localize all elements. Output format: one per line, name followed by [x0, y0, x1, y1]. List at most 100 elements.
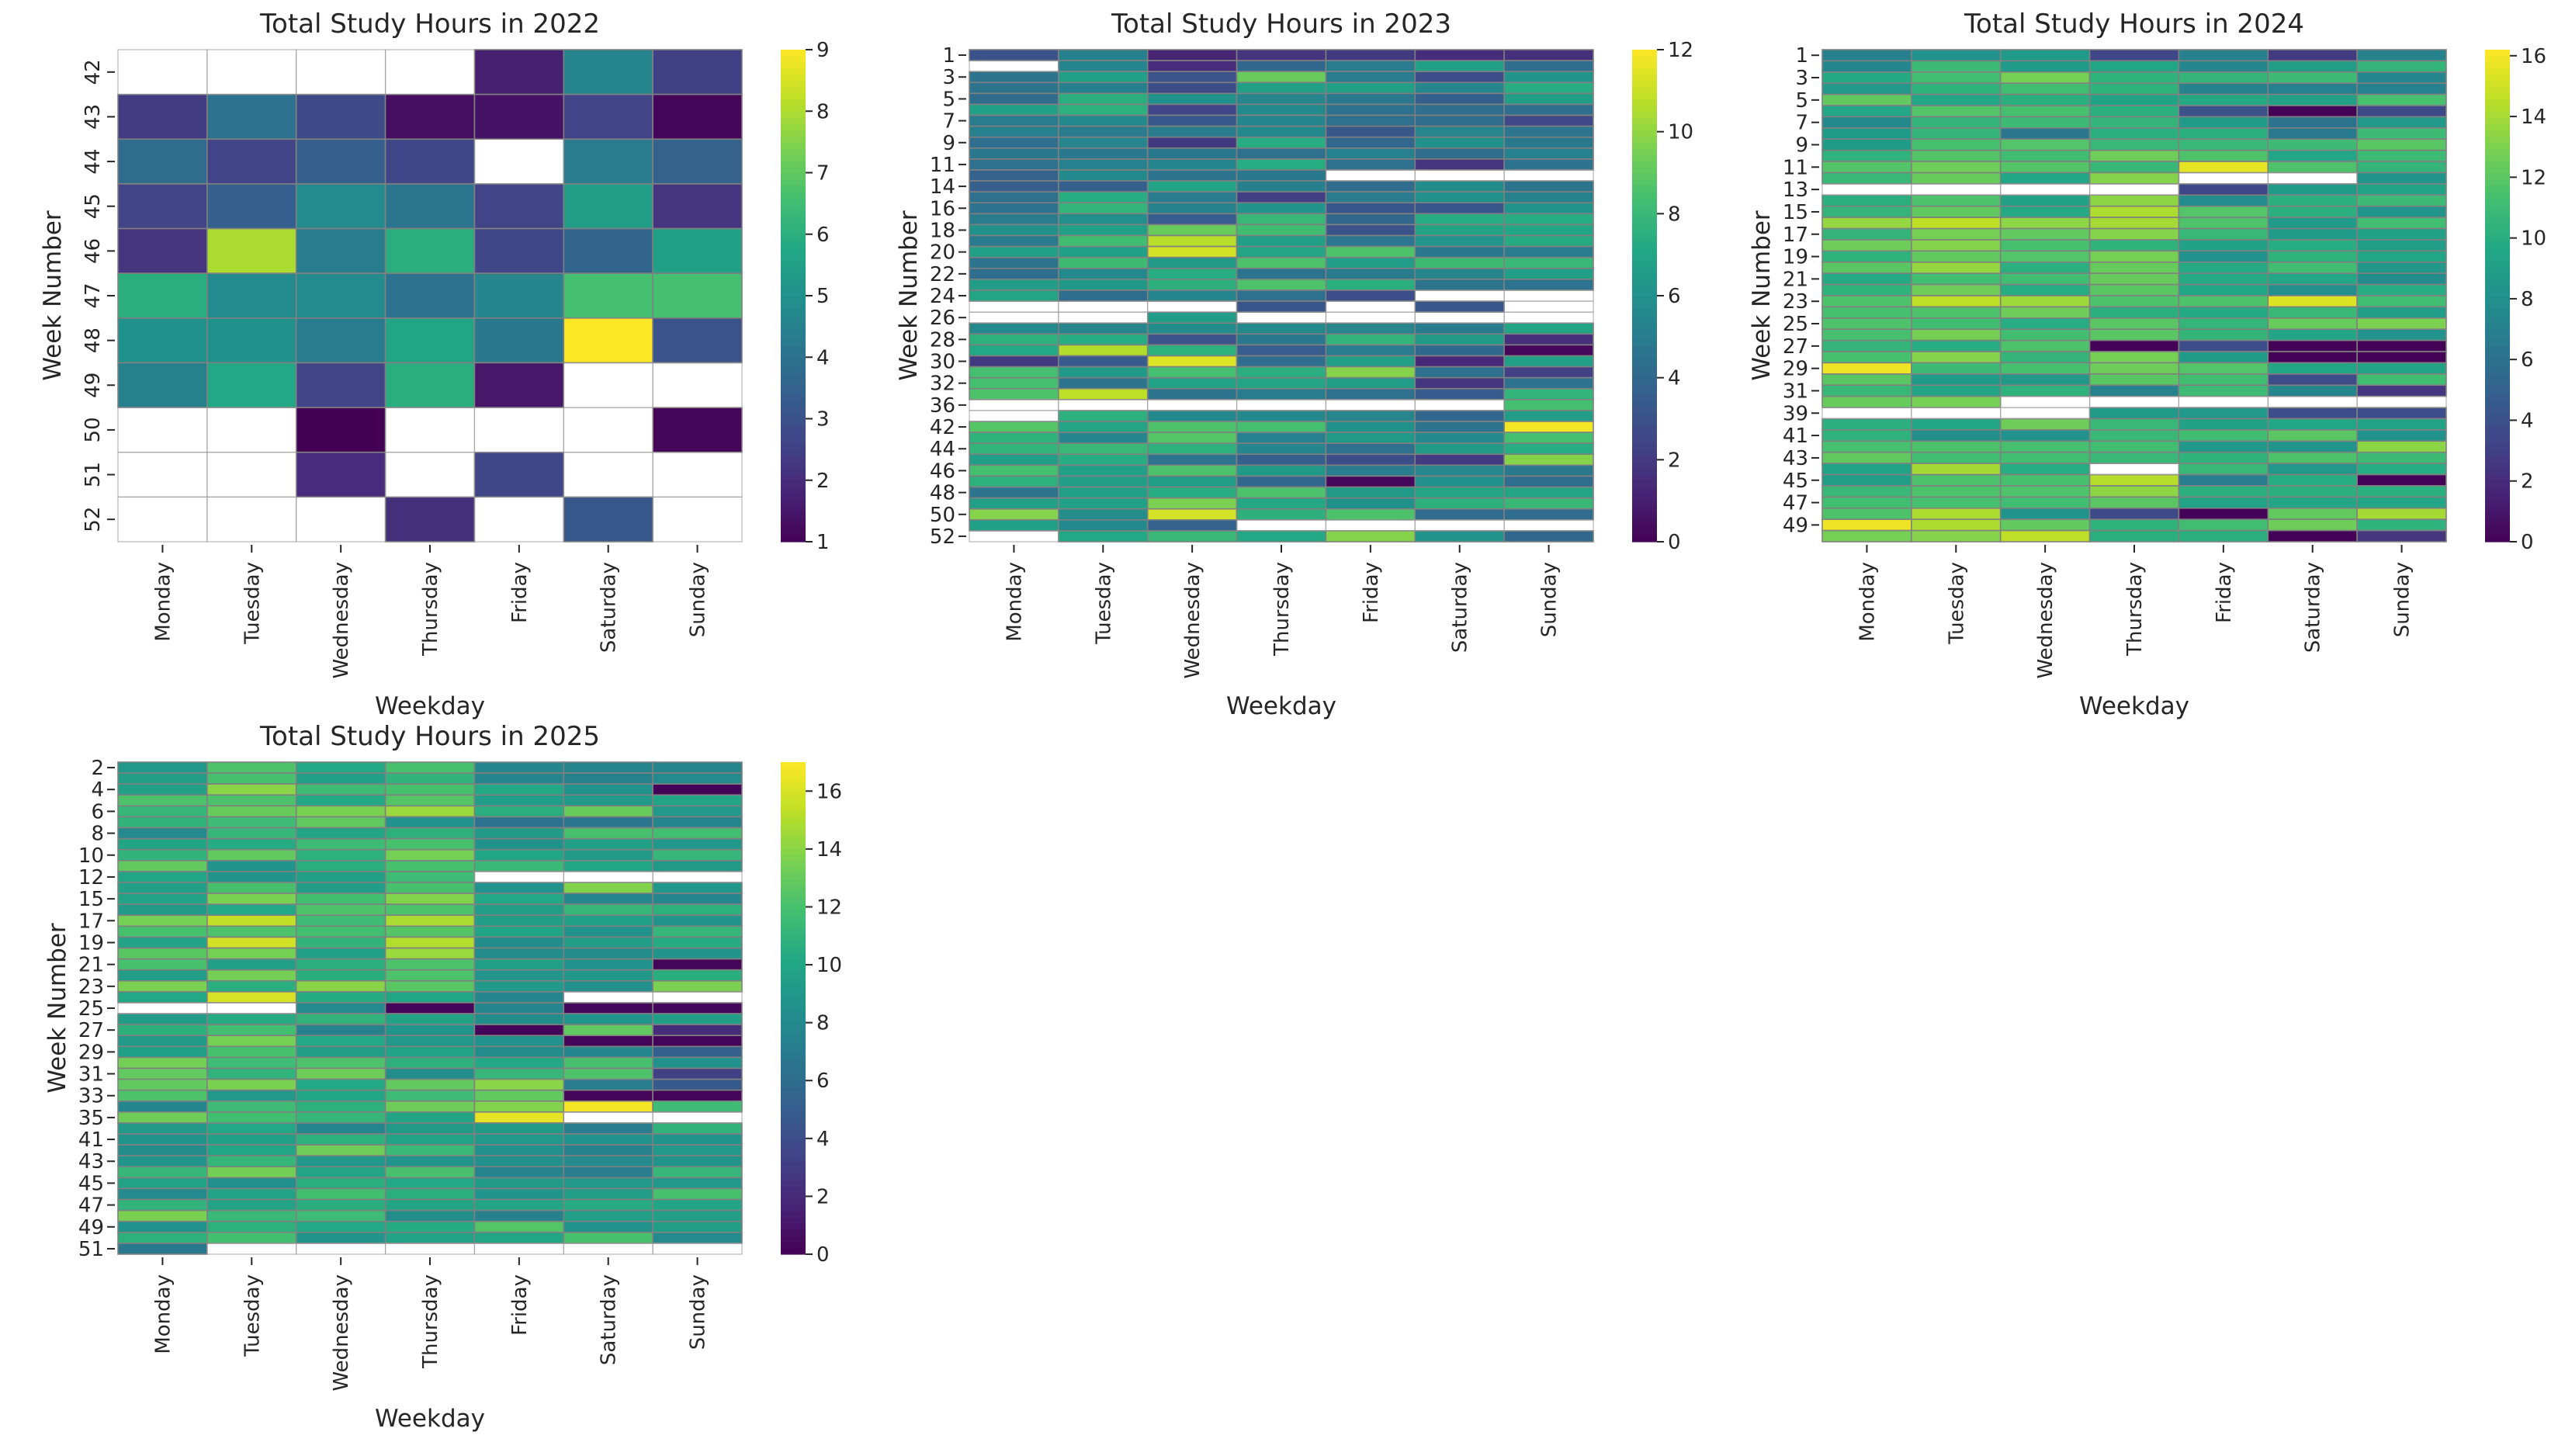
heatmap-cell: [2267, 239, 2358, 252]
heatmap-cell-missing: [384, 407, 476, 453]
colorbar-segment: [2485, 425, 2510, 432]
heatmap-cell: [1414, 191, 1505, 204]
heatmap-cell: [1146, 234, 1238, 248]
colorbar-segment: [781, 357, 806, 364]
heatmap-cell-missing: [117, 407, 208, 453]
colorbar-segment: [2485, 166, 2510, 174]
heatmap-cell: [563, 1035, 653, 1048]
heatmap-cell: [384, 979, 476, 993]
heatmap-cell: [117, 936, 208, 949]
y-axis-label: Week Number: [43, 923, 71, 1094]
x-tick-label: Wednesday: [1181, 562, 1204, 679]
x-tick-label: Monday: [151, 562, 175, 642]
heatmap-cell: [2178, 507, 2269, 520]
heatmap-cell: [1503, 399, 1594, 411]
heatmap-cell: [969, 279, 1059, 291]
colorbar-segment: [1632, 179, 1657, 185]
colorbar-segment: [781, 940, 806, 948]
heatmap-cell: [1911, 49, 2002, 62]
heatmap-cell: [2267, 507, 2358, 520]
heatmap-cell: [2178, 261, 2269, 274]
heatmap-cell: [652, 272, 743, 319]
heatmap-cell: [2088, 283, 2180, 296]
colorbar-segment: [781, 811, 806, 818]
heatmap-cell: [1503, 49, 1594, 61]
heatmap-cell: [1236, 344, 1327, 357]
heatmap-cell: [652, 138, 743, 185]
heatmap-cell: [2356, 227, 2447, 241]
heatmap-cell: [2267, 71, 2358, 85]
heatmap-cell-missing: [563, 1111, 653, 1124]
heatmap-cell: [1821, 82, 1912, 95]
heatmap-cell: [295, 991, 386, 1004]
heatmap-cell: [1414, 224, 1505, 237]
heatmap-cell: [206, 871, 297, 883]
heatmap-cell: [473, 317, 565, 364]
heatmap-cell: [1821, 507, 1912, 520]
heatmap-cell: [563, 958, 653, 971]
colorbar-segment: [2485, 99, 2510, 106]
heatmap-cell: [969, 191, 1059, 204]
heatmap-cell: [473, 272, 565, 319]
colorbar-segment: [781, 210, 806, 217]
colorbar-segment: [2485, 117, 2510, 124]
colorbar-segment: [1632, 376, 1657, 383]
colorbar-tick-label: 12: [816, 896, 842, 919]
heatmap-cell: [1911, 138, 2002, 151]
heatmap-cell: [206, 805, 297, 818]
heatmap-cell: [1821, 451, 1912, 464]
heatmap-cell-missing: [969, 399, 1059, 411]
heatmap-cell: [1999, 161, 2091, 174]
heatmap-cell-missing: [1503, 169, 1594, 182]
colorbar-tick-label: 14: [816, 838, 842, 861]
y-tick-label: 43: [1783, 447, 1808, 470]
heatmap-cell: [1999, 149, 2091, 162]
heatmap-cell: [969, 267, 1059, 280]
y-tick-label: 14: [930, 175, 955, 199]
heatmap-cell: [384, 1002, 476, 1014]
heatmap-cell: [473, 93, 565, 140]
heatmap-cell: [1325, 464, 1416, 477]
heatmap-cell: [1911, 71, 2002, 85]
heatmap-cell: [2178, 384, 2269, 397]
y-tick-label: 49: [78, 1216, 104, 1239]
heatmap-cell: [2178, 339, 2269, 352]
heatmap-cell-missing: [2000, 396, 2091, 408]
heatmap-cell: [2088, 261, 2180, 274]
heatmap-cell: [1325, 224, 1416, 237]
colorbar-tick-label: 4: [2521, 409, 2534, 432]
colorbar-segment: [1632, 326, 1657, 334]
heatmap-cell: [1999, 82, 2091, 95]
colorbar-segment: [781, 135, 806, 143]
colorbar-segment: [781, 265, 806, 272]
heatmap-cell: [2088, 71, 2180, 85]
heatmap-cell: [1325, 475, 1416, 488]
heatmap-cell: [1821, 250, 1912, 263]
heatmap-cell: [1503, 410, 1594, 422]
heatmap-cell: [1058, 464, 1149, 477]
colorbar-segment: [1632, 400, 1657, 407]
heatmap-cell: [1146, 322, 1238, 335]
heatmap-cell: [117, 1089, 208, 1102]
colorbar-tick-label: 14: [2521, 106, 2546, 129]
heatmap-cell: [1058, 508, 1149, 521]
heatmap-cell: [563, 979, 653, 993]
heatmap-cell: [652, 1166, 743, 1179]
heatmap-cell: [652, 772, 743, 785]
heatmap-cell: [473, 183, 565, 230]
heatmap-cell: [1058, 191, 1149, 204]
colorbar-segment: [781, 1156, 806, 1163]
heatmap-cell: [1414, 60, 1505, 72]
heatmap-cell: [1146, 387, 1238, 400]
heatmap-cell: [1911, 395, 2002, 408]
heatmap-cell: [2178, 485, 2269, 498]
heatmap-cell: [295, 903, 386, 917]
colorbar-segment: [781, 130, 806, 137]
colorbar-segment: [1632, 332, 1657, 340]
colorbar-segment: [1632, 166, 1657, 174]
heatmap-cell: [295, 761, 386, 774]
heatmap-cell: [1911, 60, 2002, 73]
colorbar-segment: [1632, 74, 1657, 81]
heatmap-cell: [969, 256, 1059, 269]
